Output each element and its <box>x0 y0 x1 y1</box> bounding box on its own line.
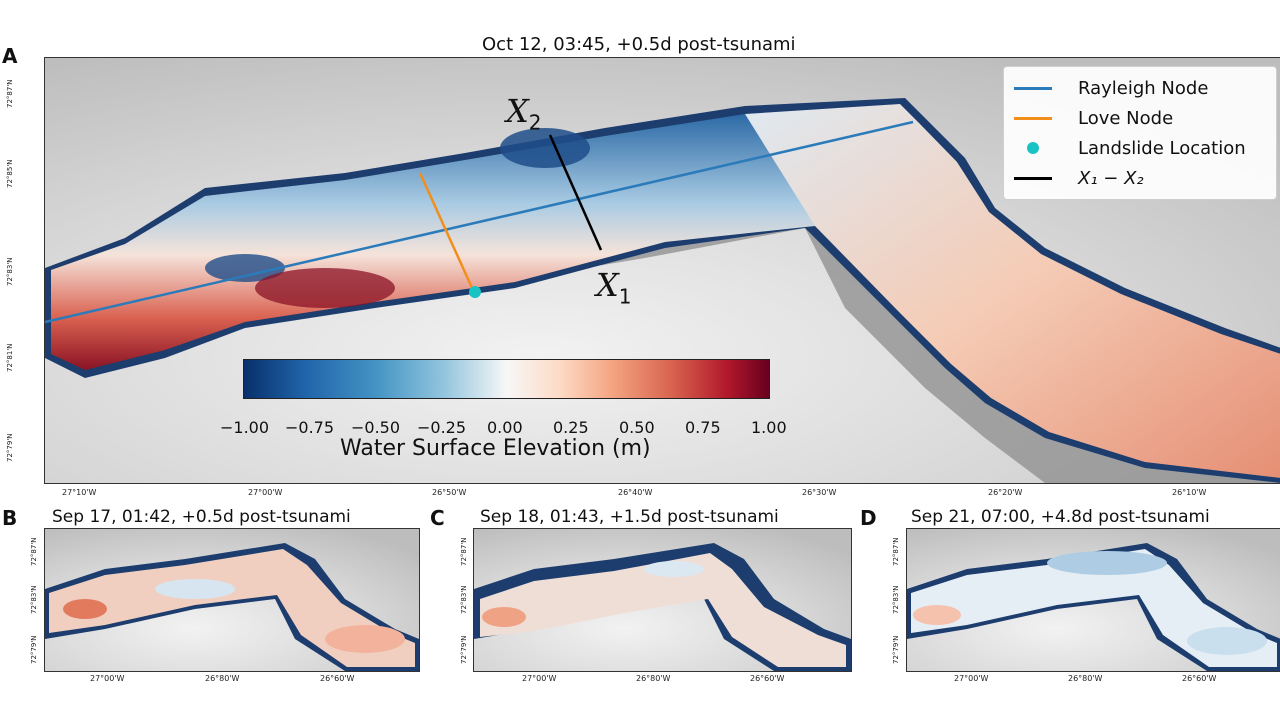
colorbar-tick: −0.25 <box>417 418 467 437</box>
legend-swatch-landslide <box>1027 142 1039 154</box>
panel-b-ytick: 72°87'N <box>30 537 38 566</box>
legend-item-love: Love Node <box>1014 103 1266 133</box>
panel-letter-a: A <box>2 44 18 68</box>
red-anomaly <box>255 268 395 308</box>
panel-c-ytick: 72°79'N <box>460 635 468 664</box>
x1-annotation: X1 <box>596 266 632 309</box>
legend-item-transect: X₁ − X₂ <box>1014 163 1266 193</box>
panel-b-xtick: 26°60'W <box>320 674 355 683</box>
legend-swatch-transect <box>1014 176 1052 180</box>
panel-b-title: Sep 17, 01:42, +0.5d post-tsunami <box>52 507 351 527</box>
panel-a-xtick: 26°30'W <box>802 488 837 497</box>
legend-label-landslide: Landslide Location <box>1078 137 1246 159</box>
rayleigh-node-line <box>45 120 914 324</box>
panel-a-xtick: 27°00'W <box>248 488 283 497</box>
colorbar-gradient <box>243 359 770 399</box>
fjord-east-arm <box>745 104 1280 478</box>
legend-item-rayleigh: Rayleigh Node <box>1014 73 1266 103</box>
panel-c-xtick: 27°00'W <box>522 674 557 683</box>
panel-d-xtick: 26°60'W <box>1182 674 1217 683</box>
panel-b-xtick: 26°80'W <box>205 674 240 683</box>
colorbar-tick: 0.50 <box>619 418 655 437</box>
panel-a-xtick: 26°10'W <box>1172 488 1207 497</box>
panel-d-ytick: 72°79'N <box>892 635 900 664</box>
colorbar-tick: −0.75 <box>285 418 335 437</box>
colorbar-tick: −0.50 <box>351 418 401 437</box>
x1-x2-transect-line <box>548 134 603 251</box>
panel-letter-b: B <box>2 506 18 530</box>
panel-a-xtick: 26°20'W <box>988 488 1023 497</box>
map-legend: Rayleigh Node Love Node Landslide Locati… <box>1003 66 1277 200</box>
map-d-svg <box>907 529 1280 671</box>
panel-a-ytick: 72°81'N <box>6 343 14 372</box>
colorbar-tick: 0.75 <box>685 418 721 437</box>
panel-a-ytick: 72°79'N <box>6 433 14 462</box>
blue-anomaly <box>500 128 590 168</box>
love-node-line <box>418 172 475 291</box>
panel-d-ytick: 72°87'N <box>892 537 900 566</box>
colorbar-tick: −1.00 <box>220 418 270 437</box>
colorbar-tick: 0.00 <box>487 418 523 437</box>
panel-b-xtick: 27°00'W <box>90 674 125 683</box>
panel-c-xtick: 26°60'W <box>750 674 785 683</box>
panel-a-ytick: 72°87'N <box>6 79 14 108</box>
colorbar-label: Water Surface Elevation (m) <box>340 436 651 461</box>
panel-a-title: Oct 12, 03:45, +0.5d post-tsunami <box>482 34 796 55</box>
legend-label-love: Love Node <box>1078 107 1174 129</box>
panel-c-title: Sep 18, 01:43, +1.5d post-tsunami <box>480 507 779 527</box>
legend-item-landslide: Landslide Location <box>1014 133 1266 163</box>
map-c-svg <box>474 529 851 671</box>
panel-a-xtick: 26°50'W <box>432 488 467 497</box>
colorbar-tick: 1.00 <box>751 418 787 437</box>
panel-c-ytick: 72°83'N <box>460 585 468 614</box>
panel-b-ytick: 72°83'N <box>30 585 38 614</box>
colorbar <box>243 359 770 399</box>
legend-swatch-rayleigh <box>1014 86 1052 90</box>
panel-a-ytick: 72°83'N <box>6 257 14 286</box>
panel-d-xtick: 27°00'W <box>954 674 989 683</box>
panel-d-title: Sep 21, 07:00, +4.8d post-tsunami <box>911 507 1210 527</box>
blue-anomaly-west <box>205 254 285 282</box>
legend-label-rayleigh: Rayleigh Node <box>1078 77 1209 99</box>
panel-letter-c: C <box>430 506 445 530</box>
panel-b-ytick: 72°79'N <box>30 635 38 664</box>
legend-swatch-love <box>1014 116 1052 120</box>
panel-c-ytick: 72°87'N <box>460 537 468 566</box>
map-panel-c <box>473 528 852 672</box>
x2-annotation: X2 <box>506 92 542 135</box>
map-b-svg <box>45 529 419 671</box>
fjord-west-arm <box>51 114 815 370</box>
map-panel-d <box>906 528 1280 672</box>
landslide-marker <box>469 286 481 298</box>
panel-d-xtick: 26°80'W <box>1068 674 1103 683</box>
panel-a-xtick: 27°10'W <box>62 488 97 497</box>
panel-a-ytick: 72°85'N <box>6 159 14 188</box>
panel-c-xtick: 26°80'W <box>636 674 671 683</box>
panel-d-ytick: 72°83'N <box>892 585 900 614</box>
map-panel-b <box>44 528 420 672</box>
panel-letter-d: D <box>860 506 877 530</box>
legend-label-transect: X₁ − X₂ <box>1078 167 1144 189</box>
panel-a-xtick: 26°40'W <box>618 488 653 497</box>
colorbar-tick: 0.25 <box>553 418 589 437</box>
